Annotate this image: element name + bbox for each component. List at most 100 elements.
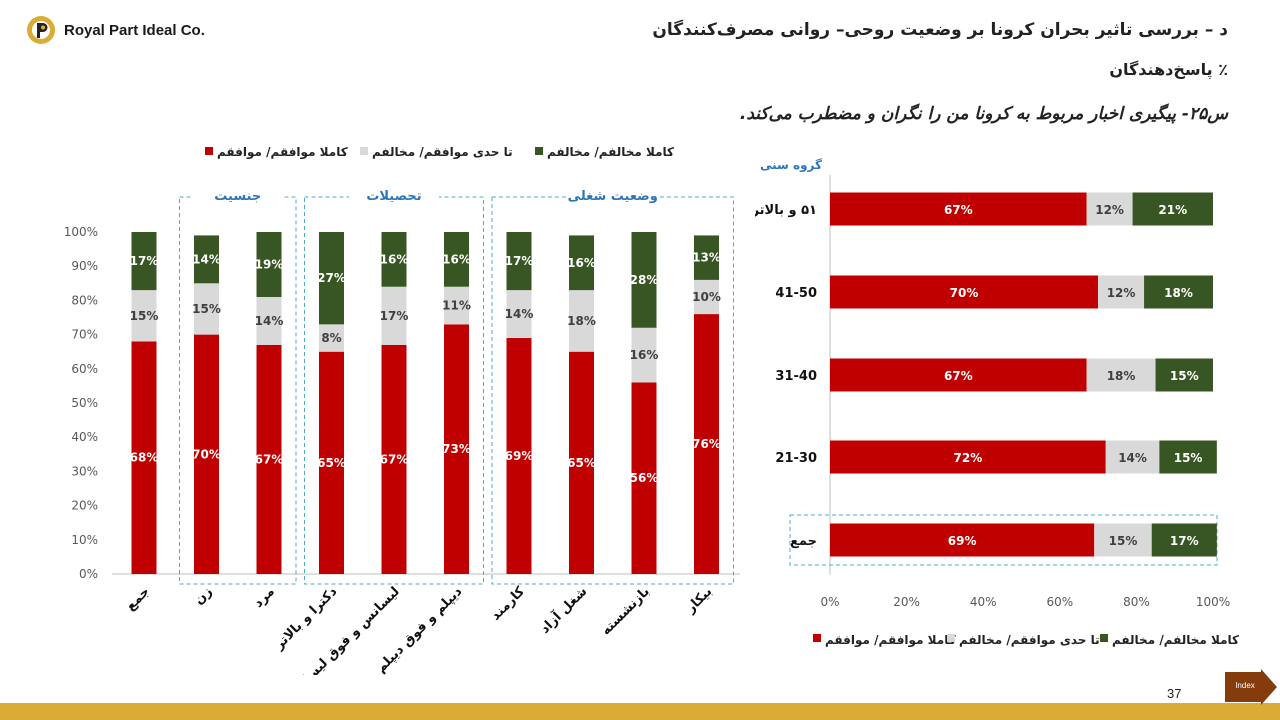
group-label-bg xyxy=(567,187,658,205)
bar-segment xyxy=(506,338,532,574)
bar-segment xyxy=(1098,275,1145,309)
index-button[interactable]: Index xyxy=(1225,669,1277,709)
data-label: 69% xyxy=(948,534,977,548)
data-label: 14% xyxy=(1118,451,1147,465)
y-tick-label: 10% xyxy=(71,533,98,547)
bar-segment xyxy=(631,327,657,383)
axis-title: گروه سنی xyxy=(760,158,822,173)
data-label: 68% xyxy=(130,451,159,465)
data-label: 14% xyxy=(505,307,534,321)
x-tick-label: 60% xyxy=(1046,595,1073,609)
data-label: 16% xyxy=(567,256,596,270)
group-box xyxy=(304,196,484,585)
data-label: 15% xyxy=(130,309,159,323)
bar-segment xyxy=(194,283,219,335)
y-tick-label: جمع xyxy=(790,534,817,549)
data-label: 65% xyxy=(317,456,346,470)
data-label: 13% xyxy=(692,251,721,265)
data-label: 15% xyxy=(1109,534,1138,548)
bar-segment xyxy=(256,344,282,574)
y-tick-label: 90% xyxy=(71,259,98,273)
bar-segment xyxy=(381,344,407,574)
bar-segment xyxy=(1144,275,1213,309)
legend-swatch xyxy=(1100,634,1108,642)
bar-segment xyxy=(381,232,407,287)
bar-segment xyxy=(194,334,219,574)
bar-segment xyxy=(830,358,1087,392)
data-label: 14% xyxy=(192,252,221,266)
data-label: 70% xyxy=(192,447,221,461)
page-number: 37 xyxy=(1167,686,1182,701)
data-label: 56% xyxy=(630,471,659,485)
bar-segment xyxy=(569,290,594,352)
data-label: 18% xyxy=(567,314,596,328)
bar-segment xyxy=(631,382,657,574)
bar-segment xyxy=(694,314,719,574)
question-text: س۲۵- پیگیری اخبار مربوط به کرونا من را ن… xyxy=(739,104,1228,124)
legend-swatch xyxy=(535,147,543,155)
y-tick-label: 50% xyxy=(71,396,98,410)
bar-segment xyxy=(1132,192,1213,226)
bar-segment xyxy=(444,286,469,325)
royal-part-logo-icon xyxy=(27,16,55,44)
bar-segment xyxy=(1151,523,1217,557)
bar-segment xyxy=(444,232,469,287)
bar-segment xyxy=(569,351,594,574)
bar-segment xyxy=(1159,440,1217,474)
y-tick-label: 100% xyxy=(64,225,98,239)
bar-segment xyxy=(569,235,594,291)
legend-label: کاملا مخالفم/ مخالفم xyxy=(1112,633,1239,647)
page-title: د – بررسی تاثیر بحران کرونا بر وضعیت روح… xyxy=(652,20,1228,40)
bar-segment xyxy=(1086,192,1133,226)
bar-segment xyxy=(131,341,157,574)
data-label: 16% xyxy=(442,252,471,266)
bar-segment xyxy=(830,523,1095,557)
data-label: 65% xyxy=(567,456,596,470)
x-tick-label: 20% xyxy=(893,595,920,609)
y-tick-label: 21-30 xyxy=(775,451,817,466)
bar-segment xyxy=(1086,358,1156,392)
bar-segment xyxy=(694,235,719,280)
bar-segment xyxy=(381,286,407,345)
x-tick-label: بازنشسته xyxy=(599,584,653,638)
legend-swatch xyxy=(947,634,955,642)
group-label: تحصیلات xyxy=(366,189,421,204)
bar-segment xyxy=(506,232,532,291)
data-label: 72% xyxy=(954,451,983,465)
x-tick-label: 40% xyxy=(970,595,997,609)
bar-segment xyxy=(256,296,282,345)
group-label-bg xyxy=(349,187,439,205)
highlight-box xyxy=(789,514,1218,566)
data-label: 15% xyxy=(1170,369,1199,383)
x-tick-label: 80% xyxy=(1123,595,1150,609)
bar-segment xyxy=(631,232,657,328)
x-tick-label: 0% xyxy=(820,595,839,609)
legend-swatch xyxy=(813,634,821,642)
bar-segment xyxy=(1155,358,1213,392)
data-label: 10% xyxy=(692,290,721,304)
group-label-bg xyxy=(192,187,283,205)
brand-logo: Royal Part Ideal Co. xyxy=(26,15,205,45)
y-tick-label: 80% xyxy=(71,293,98,307)
data-label: 18% xyxy=(1107,369,1136,383)
data-label: 11% xyxy=(442,299,471,313)
bar-segment xyxy=(830,275,1099,309)
bar-segment xyxy=(1105,440,1160,474)
data-label: 17% xyxy=(380,309,409,323)
x-tick-label: کارمند xyxy=(488,584,528,624)
bar-segment xyxy=(319,324,344,352)
data-label: 18% xyxy=(1164,286,1193,300)
y-tick-label: 41-50 xyxy=(775,286,817,301)
index-label: Index xyxy=(1235,681,1255,690)
arrow-right-icon xyxy=(1225,669,1277,705)
y-tick-label: 70% xyxy=(71,328,98,342)
legend-label: تا حدی موافقم/ مخالفم xyxy=(959,633,1100,648)
bar-segment xyxy=(1094,523,1152,557)
data-label: 15% xyxy=(192,302,221,316)
y-tick-label: 30% xyxy=(71,464,98,478)
x-tick-label: شغل آزاد xyxy=(536,583,590,637)
data-label: 15% xyxy=(1174,451,1203,465)
data-label: 67% xyxy=(944,203,973,217)
data-label: 67% xyxy=(255,452,284,466)
x-tick-label: بیکار xyxy=(683,584,716,617)
